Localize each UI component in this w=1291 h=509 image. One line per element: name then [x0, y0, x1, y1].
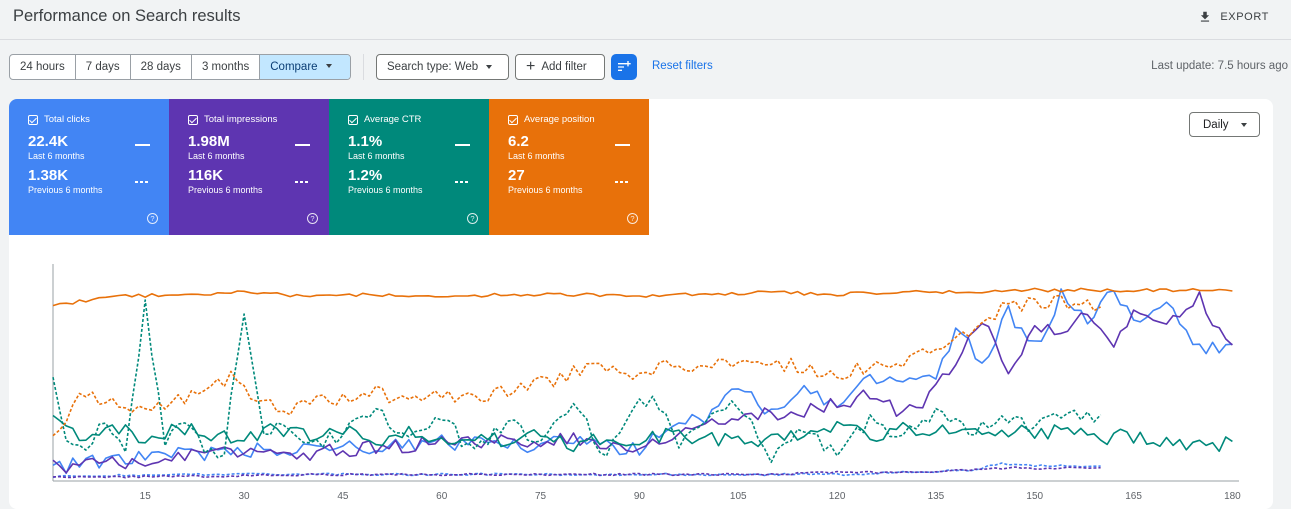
chevron-down-icon [325, 64, 332, 68]
export-button[interactable]: EXPORT [1198, 7, 1269, 27]
search-type-label: Search type: Web [387, 61, 479, 73]
metric-prev-value: 1.38K [28, 167, 69, 184]
metric-label: Total impressions [204, 114, 278, 125]
top-bar: Performance on Search results EXPORT [0, 0, 1291, 40]
metric-period: Last 6 months [188, 151, 245, 161]
reset-filters-link[interactable]: Reset filters [652, 60, 713, 72]
page-title: Performance on Search results [13, 7, 241, 25]
solid-line-legend-icon [295, 144, 310, 146]
date-range-selector: 24 hours 7 days 28 days 3 months Compare [9, 54, 352, 80]
range-compare[interactable]: Compare [260, 55, 351, 79]
metric-value: 22.4K [28, 133, 69, 150]
chevron-down-icon [486, 65, 493, 69]
granularity-label: Daily [1203, 118, 1229, 131]
series-line-average-ctr [52, 414, 1233, 453]
metric-prev-period: Previous 6 months [188, 185, 263, 195]
filter-settings-button[interactable] [611, 54, 637, 80]
search-type-dropdown[interactable]: Search type: Web [376, 54, 509, 80]
performance-card: Total clicks 22.4K Last 6 months 1.38K P… [9, 99, 1273, 509]
chevron-down-icon [1240, 122, 1247, 127]
granularity-dropdown[interactable]: Daily [1189, 112, 1260, 137]
metric-average-position[interactable]: Average position 6.2 Last 6 months 27 Pr… [489, 99, 649, 235]
range-3-months[interactable]: 3 months [192, 55, 261, 79]
metric-total-clicks[interactable]: Total clicks 22.4K Last 6 months 1.38K P… [9, 99, 169, 235]
x-tick-label: 30 [239, 491, 251, 502]
add-filter-button[interactable]: + Add filter [515, 54, 605, 80]
x-tick-label: 75 [535, 491, 547, 502]
metric-prev-period: Previous 6 months [348, 185, 423, 195]
metric-average-ctr[interactable]: Average CTR 1.1% Last 6 months 1.2% Prev… [329, 99, 489, 235]
x-tick-label: 60 [436, 491, 448, 502]
filter-divider [363, 54, 364, 80]
metric-period: Last 6 months [508, 151, 565, 161]
dashed-line-legend-icon [455, 181, 470, 183]
solid-line-legend-icon [455, 144, 470, 146]
series-line-average-ctr-previous [52, 299, 1102, 464]
filter-bar: 24 hours 7 days 28 days 3 months Compare… [0, 50, 1291, 86]
x-tick-label: 165 [1125, 491, 1142, 502]
last-update-text: Last update: 7.5 hours ago [1151, 60, 1288, 72]
checkbox-icon [188, 114, 198, 125]
x-tick-label: 135 [928, 491, 945, 502]
metric-prev-value: 27 [508, 167, 525, 184]
help-icon[interactable]: ? [147, 213, 158, 224]
x-tick-label: 90 [634, 491, 646, 502]
help-icon[interactable]: ? [467, 213, 478, 224]
x-tick-label: 105 [730, 491, 747, 502]
x-tick-label: 120 [829, 491, 846, 502]
metric-value: 1.98M [188, 133, 230, 150]
series-line-average-position [52, 287, 1233, 307]
dashed-line-legend-icon [615, 181, 630, 183]
plus-icon: + [526, 58, 536, 75]
metric-prev-period: Previous 6 months [28, 185, 103, 195]
checkbox-icon [28, 114, 38, 125]
checkbox-icon [508, 114, 518, 125]
solid-line-legend-icon [135, 144, 150, 146]
metric-value: 6.2 [508, 133, 529, 150]
dashed-line-legend-icon [135, 181, 150, 183]
download-icon [1201, 11, 1210, 22]
series-line-total-clicks-previous [52, 462, 1101, 479]
metric-label: Average CTR [364, 114, 422, 125]
checkbox-icon [348, 114, 358, 125]
series-line-total-impressions-previous [52, 466, 1101, 479]
range-24-hours[interactable]: 24 hours [10, 55, 76, 79]
help-icon[interactable]: ? [627, 213, 638, 224]
x-tick-label: 45 [337, 491, 349, 502]
dashed-line-legend-icon [295, 181, 310, 183]
export-label: EXPORT [1220, 11, 1269, 23]
metric-period: Last 6 months [28, 151, 85, 161]
metric-total-impressions[interactable]: Total impressions 1.98M Last 6 months 11… [169, 99, 329, 235]
series-line-total-clicks [52, 288, 1233, 475]
x-tick-label: 150 [1026, 491, 1043, 502]
x-tick-label: 180 [1224, 491, 1241, 502]
series-line-average-position-previous [52, 294, 1101, 437]
metric-prev-period: Previous 6 months [508, 185, 583, 195]
metric-label: Total clicks [44, 114, 90, 125]
metric-value: 1.1% [348, 133, 383, 150]
add-filter-label: Add filter [541, 61, 587, 73]
x-tick-label: 15 [140, 491, 152, 502]
help-icon[interactable]: ? [307, 213, 318, 224]
range-7-days[interactable]: 7 days [76, 55, 131, 79]
metric-label: Average position [524, 114, 595, 125]
series-line-total-impressions [52, 291, 1233, 474]
metric-prev-value: 1.2% [348, 167, 383, 184]
range-compare-label: Compare [270, 61, 318, 73]
solid-line-legend-icon [615, 144, 630, 146]
metric-prev-value: 116K [188, 167, 224, 184]
metric-period: Last 6 months [348, 151, 405, 161]
filter-list-icon [618, 61, 631, 71]
range-28-days[interactable]: 28 days [131, 55, 192, 79]
performance-line-chart: 15 30 45 60 75 90 105 120 135 150 165 180 [52, 264, 1241, 502]
